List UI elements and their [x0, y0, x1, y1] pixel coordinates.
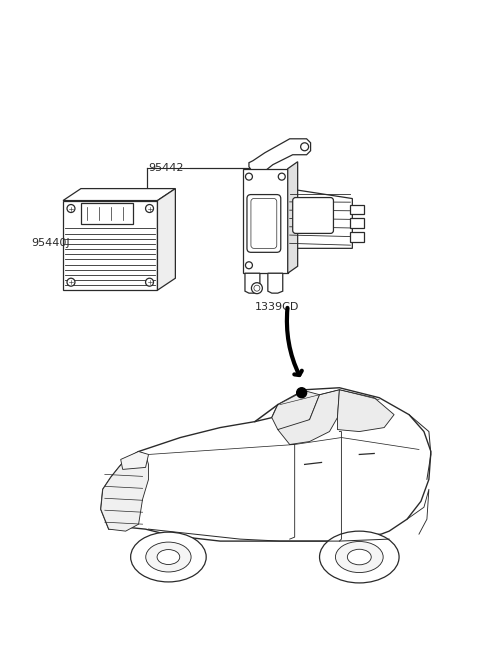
Circle shape	[278, 173, 285, 180]
Bar	[350, 204, 364, 214]
FancyBboxPatch shape	[247, 194, 281, 252]
Circle shape	[245, 261, 252, 269]
Circle shape	[67, 278, 75, 286]
Text: 1339CD: 1339CD	[255, 302, 300, 312]
Circle shape	[297, 388, 307, 397]
Polygon shape	[101, 388, 431, 541]
Circle shape	[67, 204, 75, 212]
Ellipse shape	[146, 542, 191, 572]
Ellipse shape	[320, 531, 399, 583]
Polygon shape	[243, 169, 288, 273]
Circle shape	[300, 143, 309, 150]
Bar	[350, 233, 364, 242]
Circle shape	[145, 278, 154, 286]
Polygon shape	[288, 189, 352, 248]
FancyBboxPatch shape	[251, 198, 277, 248]
Polygon shape	[245, 273, 260, 293]
Circle shape	[145, 204, 154, 212]
Polygon shape	[63, 200, 157, 290]
Polygon shape	[63, 189, 175, 200]
Circle shape	[254, 285, 260, 291]
Polygon shape	[249, 139, 311, 173]
Polygon shape	[288, 162, 298, 273]
Polygon shape	[268, 273, 283, 293]
Text: 95440J: 95440J	[31, 238, 70, 248]
Bar	[81, 202, 132, 225]
Polygon shape	[337, 390, 394, 432]
Polygon shape	[272, 391, 320, 432]
Ellipse shape	[131, 532, 206, 582]
Circle shape	[252, 283, 263, 294]
Polygon shape	[101, 451, 148, 531]
Ellipse shape	[348, 549, 371, 565]
Bar	[350, 219, 364, 229]
Polygon shape	[157, 189, 175, 290]
Ellipse shape	[336, 541, 383, 572]
Ellipse shape	[157, 549, 180, 564]
Text: 95442: 95442	[148, 163, 184, 173]
Polygon shape	[278, 390, 339, 445]
Polygon shape	[120, 451, 148, 469]
Circle shape	[245, 173, 252, 180]
FancyBboxPatch shape	[293, 198, 334, 233]
